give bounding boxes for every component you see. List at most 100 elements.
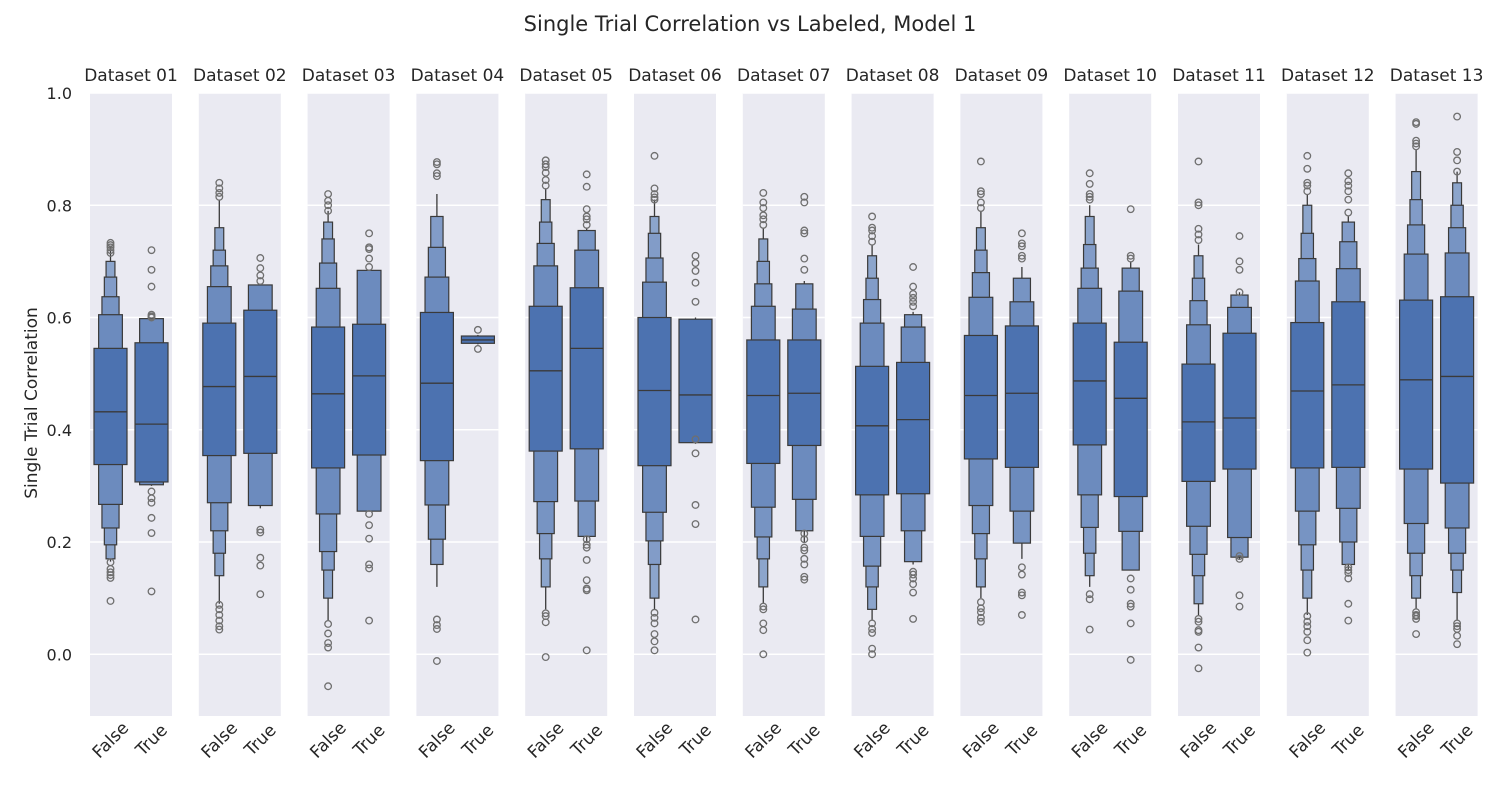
outlier-point [147, 282, 156, 291]
y-tick-label: 1.0 [47, 84, 72, 103]
outlier-point [1344, 195, 1353, 204]
box-level [1004, 325, 1040, 468]
outlier-point [800, 198, 809, 207]
outlier-point [1235, 232, 1244, 241]
outlier-point [147, 498, 156, 507]
outlier-point [582, 212, 591, 221]
outlier-point [868, 650, 877, 659]
outlier-point [800, 572, 809, 581]
panel-title: Dataset 06 [628, 66, 722, 86]
outlier-point [256, 277, 265, 285]
y-axis-label: Single Trial Correlation [22, 307, 42, 499]
outlier-point [650, 193, 659, 202]
box-level [243, 309, 278, 454]
outlier-point [106, 558, 115, 567]
box-level [637, 316, 672, 467]
y-tick-label: 0.4 [47, 421, 72, 440]
outlier-point [1194, 198, 1203, 207]
box-level [1439, 296, 1475, 484]
outlier-point [215, 600, 224, 609]
outlier-point [1194, 664, 1203, 673]
outlier-point [1235, 288, 1244, 297]
outlier-point [759, 211, 768, 220]
outlier-point [582, 182, 591, 191]
box-level [854, 365, 890, 496]
box-level [134, 342, 169, 483]
outlier-point [365, 521, 374, 530]
outlier-point [868, 212, 877, 221]
outlier-point [324, 201, 333, 210]
outlier-point [582, 535, 591, 544]
outlier-point [541, 176, 550, 184]
outlier-point [759, 605, 768, 614]
outlier-point [1085, 595, 1094, 604]
x-tick-label: True [893, 721, 933, 761]
x-tick-label: True [131, 721, 171, 761]
outlier-point [1235, 602, 1244, 611]
outlier-point [691, 615, 700, 624]
outlier-point [1303, 617, 1312, 626]
outlier-point [256, 271, 265, 280]
outlier-point [1303, 181, 1312, 190]
outlier-point [691, 266, 700, 275]
outlier-point [1085, 179, 1094, 188]
outlier-point [1126, 574, 1135, 583]
outlier-point [1453, 640, 1462, 649]
x-tick-label: True [240, 721, 280, 761]
outlier-point [1235, 552, 1244, 560]
outlier-point [582, 584, 591, 593]
outlier-point [650, 190, 659, 198]
outlier-point [1344, 563, 1353, 572]
box-level [963, 334, 999, 460]
outlier-point [691, 520, 700, 528]
outlier-point [976, 613, 985, 622]
outlier-point [800, 229, 809, 238]
outlier-point [541, 168, 550, 177]
outlier-point [256, 525, 265, 534]
outlier-point [1085, 169, 1094, 178]
outlier-point [106, 596, 115, 605]
box-level [352, 323, 387, 456]
outlier-point [868, 223, 877, 232]
outlier-point [473, 344, 482, 353]
outlier-point [1194, 201, 1203, 210]
x-tick-label: False [633, 718, 677, 762]
box-level [746, 339, 781, 465]
outlier-point [1194, 236, 1203, 245]
outlier-point [1303, 164, 1312, 173]
outlier-point [800, 546, 809, 555]
x-tick-label: False [850, 718, 894, 762]
box-level [1398, 299, 1434, 470]
outlier-point [582, 556, 591, 564]
outlier-point [106, 246, 115, 255]
panel-title: Dataset 13 [1390, 66, 1484, 86]
panel-title: Dataset 07 [737, 66, 831, 86]
x-tick-label: True [458, 721, 498, 761]
outlier-point [541, 612, 550, 621]
box-level [678, 318, 713, 444]
y-tick-label: 0.6 [47, 309, 72, 328]
outlier-point [215, 605, 224, 614]
outlier-point [1126, 602, 1135, 611]
outlier-point [1235, 257, 1244, 266]
outlier-point [1017, 611, 1026, 619]
outlier-point [1303, 151, 1312, 160]
outlier-point [432, 621, 441, 630]
outlier-point [256, 561, 265, 570]
outlier-point [759, 188, 768, 197]
outlier-point [256, 528, 265, 537]
x-tick-label: False [1394, 718, 1438, 762]
outlier-point [541, 653, 550, 662]
outlier-point [1126, 585, 1135, 594]
outlier-point [1235, 591, 1244, 600]
outlier-point [324, 190, 333, 198]
outlier-point [1453, 112, 1462, 121]
outlier-point [976, 190, 985, 198]
outlier-point [650, 619, 659, 628]
